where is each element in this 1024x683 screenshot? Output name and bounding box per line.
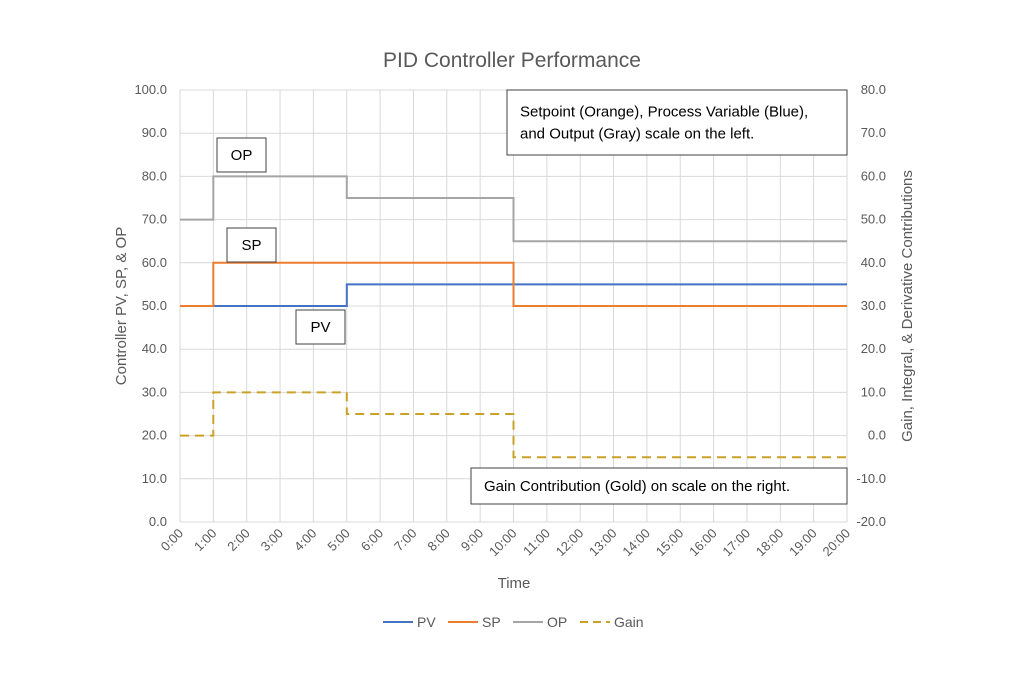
left-tick-label: 40.0 — [142, 341, 167, 356]
x-tick-label: 16:00 — [686, 526, 720, 560]
legend-sp-label: SP — [482, 614, 501, 630]
legend: PV SP OP Gain — [383, 614, 644, 630]
x-tick-label: 18:00 — [753, 526, 787, 560]
left-tick-label: 10.0 — [142, 471, 167, 486]
left-tick-label: 100.0 — [134, 82, 167, 97]
annotations: OP SP PV Setpoint (Orange), Process Variabl… — [216, 89, 848, 505]
left-axis-ticks: 0.0 10.0 20.0 30.0 40.0 50.0 60.0 70.0 80.0 90.0 1… — [134, 82, 167, 529]
x-tick-label: 12:00 — [553, 526, 587, 560]
x-tick-label: 5:00 — [324, 526, 353, 555]
right-axis-ticks: -20.0 -10.0 0.0 10.0 20.0 30.0 40.0 50.0 60.0 70.… — [856, 82, 886, 529]
right-tick-label: 20.0 — [861, 341, 886, 356]
left-tick-label: 50.0 — [142, 298, 167, 313]
legend-pv-label: PV — [417, 614, 436, 630]
annotation-left-scale-note-box — [506, 89, 848, 156]
x-tick-label: 11:00 — [520, 526, 553, 559]
x-tick-label: 20:00 — [820, 526, 854, 560]
right-tick-label: -20.0 — [856, 514, 886, 529]
x-tick-label: 6:00 — [358, 526, 387, 555]
series-pv-line — [180, 283, 847, 307]
right-tick-label: 10.0 — [861, 384, 886, 399]
left-tick-label: 20.0 — [142, 428, 167, 443]
annotation-sp-box — [226, 227, 277, 263]
right-tick-label: 60.0 — [861, 168, 886, 183]
y2-axis-title: Gain, Integral, & Derivative Contributio… — [899, 170, 916, 442]
annotation-sp-text: SP — [241, 237, 261, 254]
right-tick-label: 0.0 — [868, 428, 886, 443]
right-tick-label: -10.0 — [856, 471, 886, 486]
x-tick-label: 10:00 — [486, 526, 520, 560]
x-axis-title: Time — [498, 575, 531, 592]
y-axis-title: Controller PV, SP, & OP — [113, 227, 130, 385]
x-tick-label: 2:00 — [224, 526, 253, 555]
x-tick-label: 14:00 — [619, 526, 653, 560]
x-tick-label: 1:00 — [191, 526, 220, 555]
chart-title: PID Controller Performance — [383, 49, 641, 72]
left-tick-label: 70.0 — [142, 212, 167, 227]
x-tick-label: 17:00 — [719, 526, 753, 560]
legend-op-label: OP — [547, 614, 567, 630]
x-tick-label: 15:00 — [653, 526, 687, 560]
left-tick-label: 30.0 — [142, 384, 167, 399]
x-tick-label: 8:00 — [424, 526, 453, 555]
series-op-line — [180, 175, 847, 243]
right-tick-label: 80.0 — [861, 82, 886, 97]
x-tick-label: 9:00 — [458, 526, 487, 555]
legend-gain-label: Gain — [614, 614, 644, 630]
left-tick-label: 0.0 — [149, 514, 167, 529]
series-lines — [180, 175, 847, 459]
x-tick-label: 7:00 — [391, 526, 420, 555]
right-tick-label: 30.0 — [861, 298, 886, 313]
right-tick-label: 50.0 — [861, 212, 886, 227]
x-tick-label: 3:00 — [258, 526, 287, 555]
x-axis-ticks: 0:00 1:00 2:00 3:00 4:00 5:00 6:00 7:00 8:00 9:00… — [158, 526, 854, 560]
annotation-right-scale-note-text: Gain Contribution (Gold) on scale on the… — [484, 478, 790, 495]
x-tick-label: 0:00 — [158, 526, 187, 555]
annotation-left-scale-note-text: Setpoint (Orange), Process Variable (Blu… — [520, 104, 808, 121]
x-tick-label: 19:00 — [786, 526, 820, 560]
left-tick-label: 90.0 — [142, 125, 167, 140]
x-tick-label: 13:00 — [586, 526, 620, 560]
annotation-op-box — [216, 137, 267, 173]
right-tick-label: 40.0 — [861, 255, 886, 270]
left-tick-label: 80.0 — [142, 168, 167, 183]
right-tick-label: 70.0 — [861, 125, 886, 140]
left-tick-label: 60.0 — [142, 255, 167, 270]
x-tick-label: 4:00 — [291, 526, 320, 555]
annotation-pv-text: PV — [310, 319, 330, 336]
annotation-right-scale-note-box — [470, 467, 848, 505]
annotation-pv-box — [295, 309, 346, 345]
annotation-left-scale-note-text: and Output (Gray) scale on the left. — [520, 126, 754, 143]
series-sp-line — [180, 261, 847, 307]
annotation-op-text: OP — [231, 147, 253, 164]
